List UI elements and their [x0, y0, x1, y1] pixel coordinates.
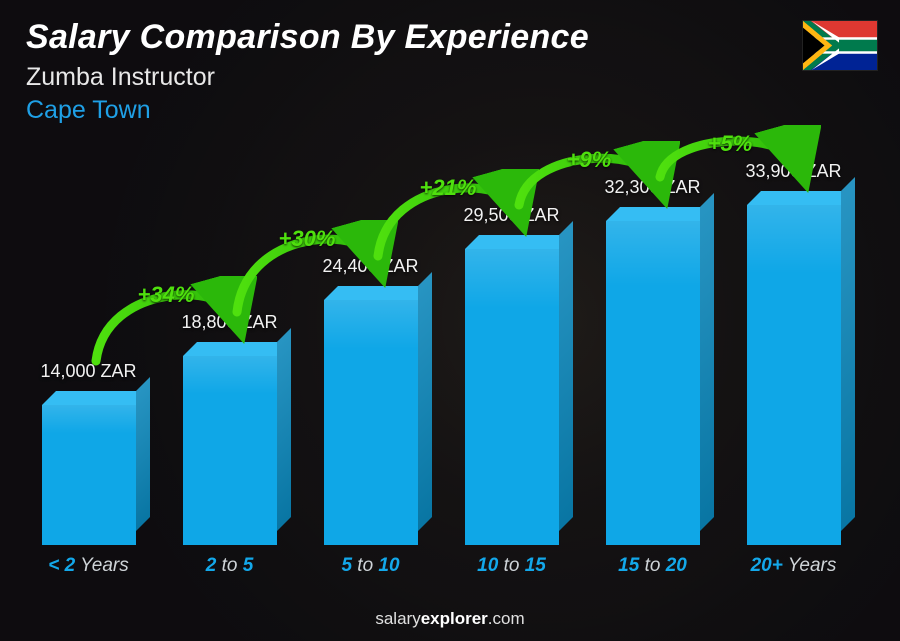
bar-slot: 18,800 ZAR [159, 130, 300, 545]
page-title: Salary Comparison By Experience [26, 18, 589, 57]
flag-icon [802, 20, 878, 71]
bar-top-face [183, 342, 291, 356]
bar-side-face [841, 177, 855, 531]
footer-bold: explorer [421, 609, 488, 628]
bar-top-face [324, 286, 432, 300]
bar-side-face [700, 193, 714, 531]
bar-front-face [42, 405, 136, 545]
bar: 32,300 ZAR [606, 221, 700, 545]
bar-front-face [183, 356, 277, 545]
bar: 14,000 ZAR [42, 405, 136, 545]
page-location: Cape Town [26, 96, 589, 125]
category-label: 2 to 5 [159, 555, 300, 577]
footer-prefix: salary [375, 609, 420, 628]
page-subtitle: Zumba Instructor [26, 63, 589, 92]
bar-front-face [747, 205, 841, 545]
header: Salary Comparison By Experience Zumba In… [26, 18, 589, 125]
bar-value-label: 29,500 ZAR [432, 205, 592, 226]
bar: 24,400 ZAR [324, 300, 418, 545]
bar-value-label: 14,000 ZAR [9, 361, 169, 382]
category-labels: < 2 Years2 to 55 to 1010 to 1515 to 2020… [18, 555, 864, 577]
bar-value-label: 32,300 ZAR [573, 177, 733, 198]
bar-slot: 29,500 ZAR [441, 130, 582, 545]
footer-suffix: .com [488, 609, 525, 628]
bar-slot: 32,300 ZAR [582, 130, 723, 545]
bar-value-label: 33,900 ZAR [714, 161, 874, 182]
bar-top-face [747, 191, 855, 205]
bar-value-label: 24,400 ZAR [291, 256, 451, 277]
category-label: < 2 Years [18, 555, 159, 577]
bar: 33,900 ZAR [747, 205, 841, 545]
chart: Average Monthly Salary 14,000 ZAR18,800 … [18, 130, 864, 571]
category-label: 20+ Years [723, 555, 864, 577]
bar-slot: 24,400 ZAR [300, 130, 441, 545]
bar-side-face [559, 221, 573, 531]
bar-side-face [136, 377, 150, 531]
bar-side-face [418, 272, 432, 531]
bar-slot: 14,000 ZAR [18, 130, 159, 545]
bar: 18,800 ZAR [183, 356, 277, 545]
bar-slot: 33,900 ZAR [723, 130, 864, 545]
bar-front-face [324, 300, 418, 545]
bar-front-face [606, 221, 700, 545]
category-label: 10 to 15 [441, 555, 582, 577]
category-label: 15 to 20 [582, 555, 723, 577]
category-label: 5 to 10 [300, 555, 441, 577]
bar-top-face [42, 391, 150, 405]
footer: salaryexplorer.com [0, 609, 900, 629]
bar-side-face [277, 328, 291, 531]
bar-value-label: 18,800 ZAR [150, 312, 310, 333]
bars-container: 14,000 ZAR 18,800 ZAR 24,400 ZAR 29,500 ZAR… [18, 130, 864, 545]
bar-front-face [465, 249, 559, 545]
bar-top-face [606, 207, 714, 221]
bar-top-face [465, 235, 573, 249]
bar: 29,500 ZAR [465, 249, 559, 545]
